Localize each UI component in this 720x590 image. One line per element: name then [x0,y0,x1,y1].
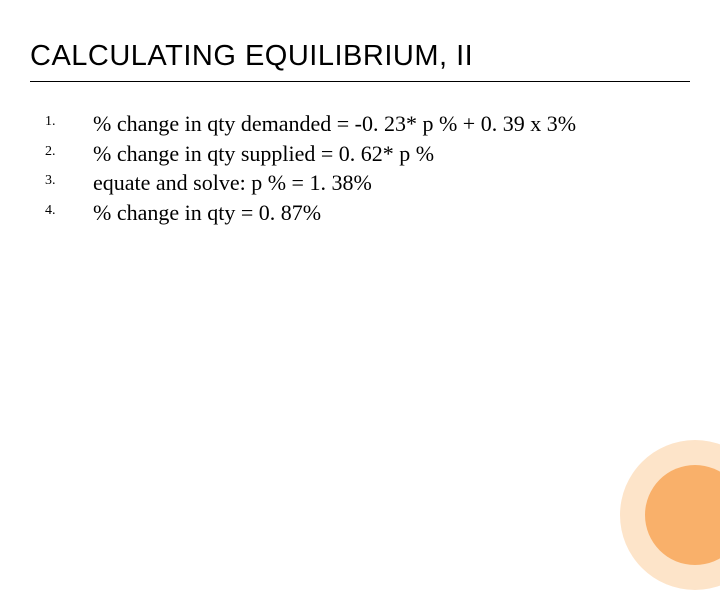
list-number: 1. [45,110,93,130]
list-text: % change in qty = 0. 87% [93,199,321,227]
slide-title: CALCULATING EQUILIBRIUM, II [30,40,690,73]
list-number: 2. [45,140,93,160]
list-number: 4. [45,199,93,219]
corner-decoration [620,440,720,590]
list-text: % change in qty supplied = 0. 62* p % [93,140,434,168]
slide-container: CALCULATING EQUILIBRIUM, II 1. % change … [0,0,720,540]
title-divider [30,81,690,82]
list-item: 4. % change in qty = 0. 87% [45,199,690,227]
list-item: 2. % change in qty supplied = 0. 62* p % [45,140,690,168]
list-item: 1. % change in qty demanded = -0. 23* p … [45,110,690,138]
list-number: 3. [45,169,93,189]
list-text: equate and solve: p % = 1. 38% [93,169,372,197]
list-text: % change in qty demanded = -0. 23* p % +… [93,110,576,138]
list-item: 3. equate and solve: p % = 1. 38% [45,169,690,197]
content-area: 1. % change in qty demanded = -0. 23* p … [30,110,690,226]
